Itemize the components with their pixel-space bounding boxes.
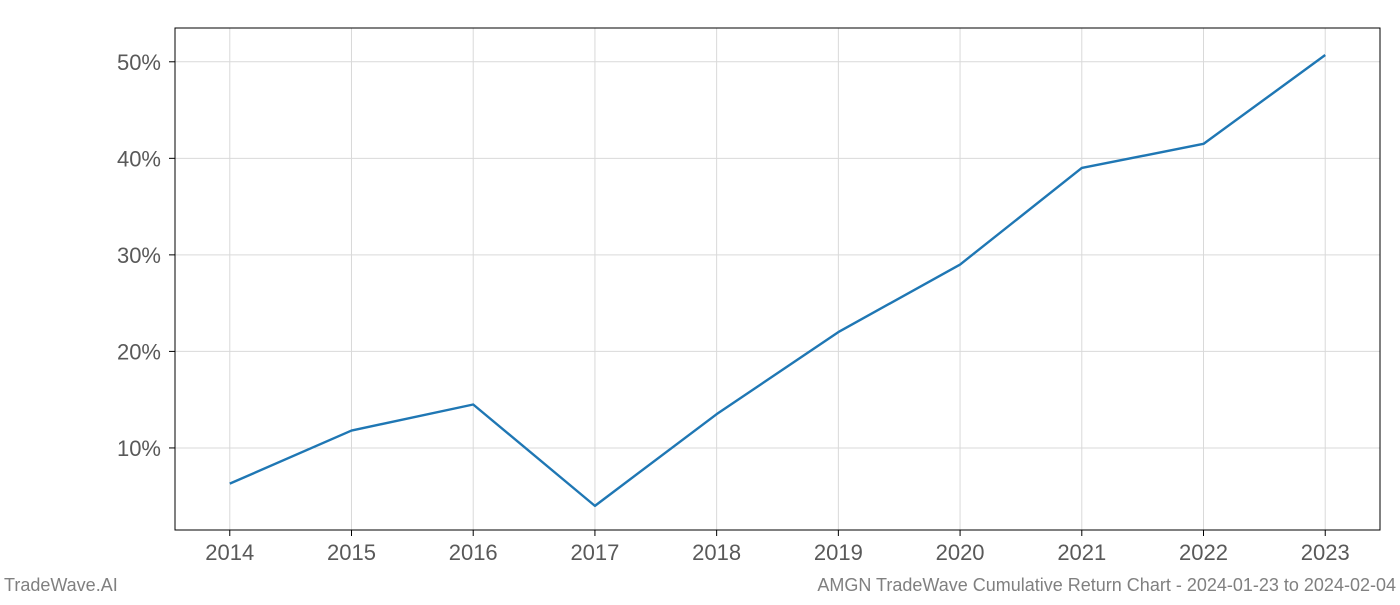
svg-text:2019: 2019 [814, 540, 863, 565]
footer-left-text: TradeWave.AI [4, 575, 118, 596]
svg-text:2022: 2022 [1179, 540, 1228, 565]
svg-text:2014: 2014 [205, 540, 254, 565]
svg-text:10%: 10% [117, 436, 161, 461]
svg-text:30%: 30% [117, 243, 161, 268]
svg-text:2016: 2016 [449, 540, 498, 565]
svg-text:2023: 2023 [1301, 540, 1350, 565]
svg-text:2018: 2018 [692, 540, 741, 565]
chart-container: 2014 2015 2016 2017 2018 2019 2020 2021 2022 2023… [0, 0, 1400, 600]
footer-right-text: AMGN TradeWave Cumulative Return Chart -… [817, 575, 1396, 596]
svg-text:40%: 40% [117, 146, 161, 171]
svg-text:2021: 2021 [1057, 540, 1106, 565]
line-chart: 2014 2015 2016 2017 2018 2019 2020 2021 2022 2023… [0, 0, 1400, 600]
svg-text:20%: 20% [117, 339, 161, 364]
svg-text:2015: 2015 [327, 540, 376, 565]
svg-text:2017: 2017 [570, 540, 619, 565]
svg-text:2020: 2020 [936, 540, 985, 565]
svg-text:50%: 50% [117, 50, 161, 75]
